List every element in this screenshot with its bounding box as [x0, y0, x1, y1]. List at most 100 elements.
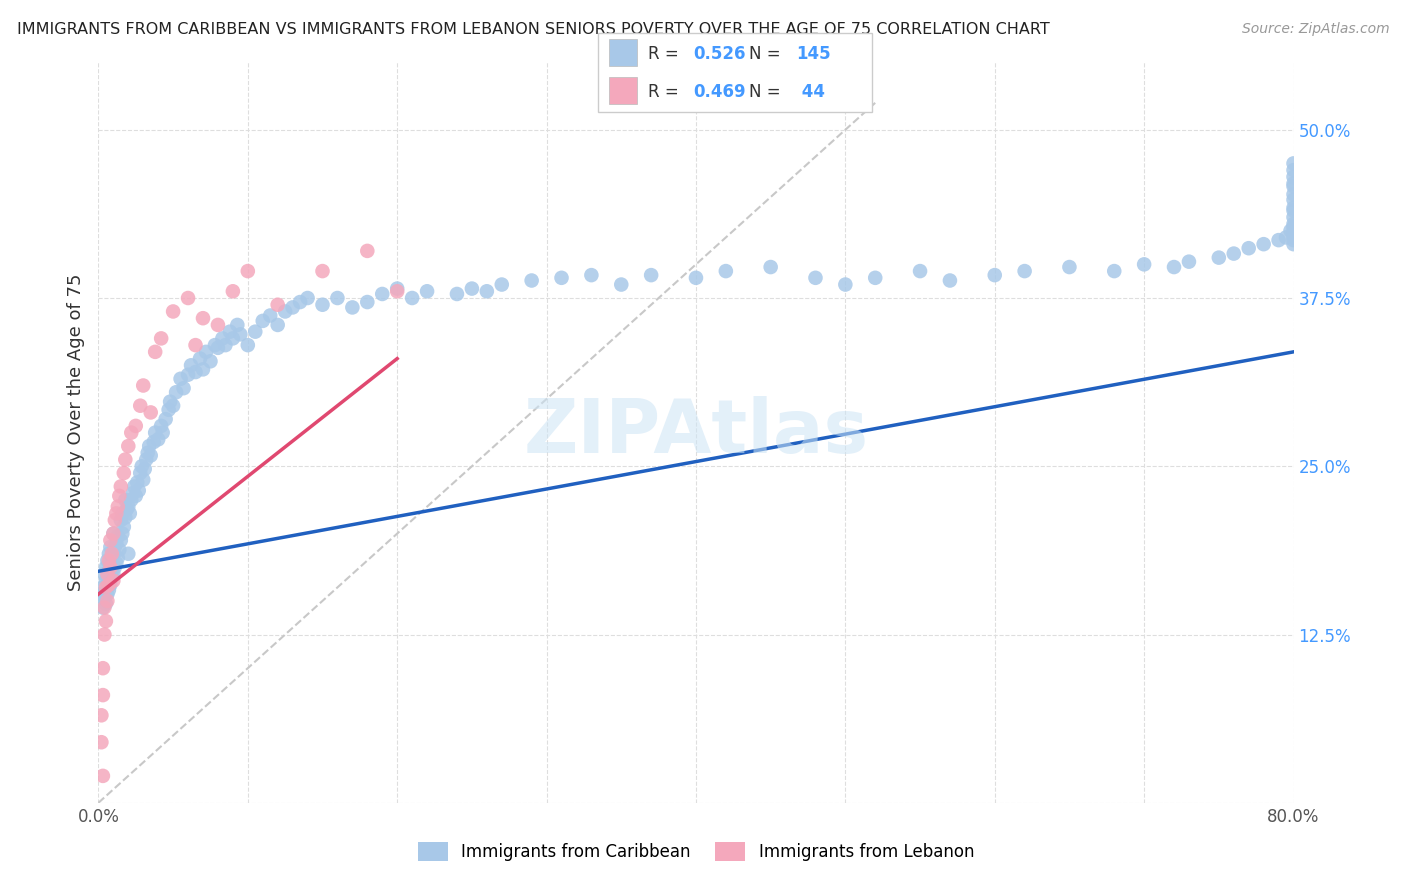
- Point: [143, 344, 166, 359]
- Point: [1282, 217, 1305, 231]
- Point: [143, 425, 166, 440]
- Point: [461, 282, 484, 296]
- Point: [475, 285, 498, 299]
- Point: [108, 542, 131, 557]
- Point: [157, 402, 180, 417]
- Point: [226, 318, 249, 332]
- Point: [520, 273, 543, 287]
- Point: [1282, 224, 1305, 238]
- Point: [97, 553, 120, 567]
- Point: [401, 291, 423, 305]
- Text: 44: 44: [796, 83, 825, 101]
- Point: [804, 270, 827, 285]
- Point: [714, 264, 737, 278]
- Point: [281, 301, 304, 315]
- Point: [134, 462, 156, 476]
- Point: [267, 318, 290, 332]
- Point: [101, 547, 124, 561]
- Point: [103, 566, 125, 581]
- Point: [114, 452, 136, 467]
- Point: [131, 459, 153, 474]
- Point: [94, 614, 117, 628]
- Point: [1282, 169, 1305, 184]
- Point: [121, 486, 143, 500]
- Point: [101, 550, 124, 565]
- Point: [165, 385, 187, 400]
- Point: [93, 627, 115, 641]
- Point: [1208, 251, 1230, 265]
- Point: [118, 507, 141, 521]
- Point: [177, 368, 200, 382]
- Point: [177, 291, 200, 305]
- Point: [236, 338, 259, 352]
- Point: [180, 359, 202, 373]
- Point: [98, 560, 122, 574]
- Point: [93, 600, 115, 615]
- Legend: Immigrants from Caribbean, Immigrants from Lebanon: Immigrants from Caribbean, Immigrants fr…: [418, 842, 974, 861]
- Point: [1178, 254, 1201, 268]
- Point: [371, 287, 394, 301]
- Point: [139, 449, 162, 463]
- Point: [491, 277, 513, 292]
- Point: [229, 327, 252, 342]
- Point: [1282, 230, 1305, 244]
- Point: [117, 439, 139, 453]
- Point: [97, 564, 120, 578]
- Point: [1282, 163, 1305, 178]
- Point: [416, 285, 439, 299]
- Point: [311, 264, 333, 278]
- Point: [1059, 260, 1081, 274]
- Point: [184, 338, 207, 352]
- Point: [759, 260, 782, 274]
- Point: [150, 331, 173, 345]
- Y-axis label: Seniors Poverty Over the Age of 75: Seniors Poverty Over the Age of 75: [66, 274, 84, 591]
- Point: [129, 466, 152, 480]
- Point: [222, 331, 245, 345]
- Point: [1267, 233, 1289, 247]
- Point: [1282, 211, 1305, 225]
- Point: [245, 325, 267, 339]
- Point: [120, 492, 142, 507]
- Point: [107, 550, 129, 565]
- Text: N =: N =: [749, 83, 786, 101]
- Point: [1163, 260, 1185, 274]
- Point: [288, 295, 311, 310]
- Point: [142, 435, 165, 450]
- Point: [200, 354, 222, 368]
- Point: [1282, 187, 1305, 202]
- Point: [111, 507, 134, 521]
- Point: [96, 569, 118, 583]
- Point: [1282, 179, 1305, 194]
- Point: [98, 533, 122, 548]
- Point: [97, 578, 120, 592]
- Point: [191, 362, 214, 376]
- Text: 0.526: 0.526: [693, 45, 745, 63]
- Point: [127, 475, 149, 490]
- Point: [103, 526, 125, 541]
- Point: [173, 381, 195, 395]
- Point: [114, 510, 136, 524]
- Point: [114, 492, 136, 507]
- Point: [150, 418, 173, 433]
- Point: [132, 473, 155, 487]
- Point: [136, 446, 159, 460]
- Point: [103, 547, 125, 561]
- Point: [104, 540, 127, 554]
- Point: [91, 688, 114, 702]
- Point: [1223, 246, 1246, 260]
- Point: [908, 264, 931, 278]
- Point: [219, 325, 242, 339]
- Point: [169, 372, 191, 386]
- Point: [93, 591, 115, 606]
- Text: IMMIGRANTS FROM CARIBBEAN VS IMMIGRANTS FROM LEBANON SENIORS POVERTY OVER THE AG: IMMIGRANTS FROM CARIBBEAN VS IMMIGRANTS …: [17, 22, 1050, 37]
- Point: [214, 338, 236, 352]
- Point: [1282, 219, 1305, 234]
- Point: [152, 425, 174, 440]
- Point: [184, 365, 207, 379]
- Point: [385, 285, 409, 299]
- Point: [112, 466, 135, 480]
- Point: [188, 351, 211, 366]
- Point: [1275, 230, 1298, 244]
- Point: [117, 547, 139, 561]
- Point: [267, 298, 290, 312]
